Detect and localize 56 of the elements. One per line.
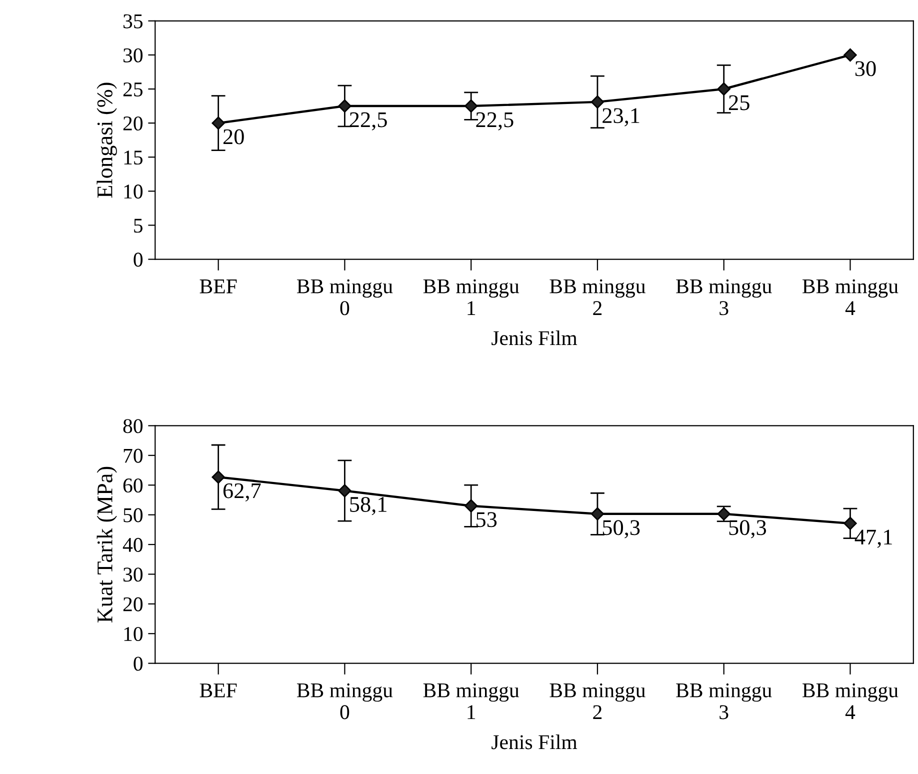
x-axis-title: Jenis Film — [492, 734, 578, 750]
x-axis-title: Jenis Film — [492, 330, 578, 346]
y-tick-label: 15 — [124, 150, 143, 165]
y-tick-label: 0 — [134, 656, 143, 671]
y-tick-label: 10 — [124, 184, 143, 199]
point — [338, 99, 352, 113]
y-tick-label: 0 — [134, 252, 143, 267]
x-tick-label: BB minggu 0 — [296, 683, 393, 720]
y-tick-label: 40 — [122, 538, 143, 552]
point — [844, 516, 857, 530]
point — [464, 499, 478, 512]
data-label: 50,3 — [729, 520, 766, 538]
x-tick-label: BB minggu 4 — [802, 683, 898, 720]
x-tick-label: BB minggu 0 — [296, 279, 393, 316]
x-tick-label: BB minggu 3 — [676, 683, 772, 720]
data-label: 22,5 — [476, 112, 514, 130]
y-axis-title: Elongasi (%) — [96, 82, 117, 198]
data-label: 58,1 — [350, 496, 386, 516]
x-tick-label: BEF — [200, 684, 237, 698]
data-label: 22,5 — [350, 112, 387, 130]
x-tick-label: BB minggu 2 — [550, 279, 646, 315]
data-label: 20 — [223, 129, 244, 144]
data-label: 25 — [728, 95, 750, 110]
y-tick-label: 60 — [123, 478, 143, 493]
y-axis-title: Kuat Tarik (MPa) — [96, 466, 117, 623]
point — [212, 470, 225, 484]
point — [212, 116, 225, 130]
x-tick-label: BEF — [200, 280, 237, 294]
y-tick-label: 20 — [123, 116, 143, 130]
data-label: 62,7 — [223, 483, 261, 502]
data-label: 23,1 — [602, 108, 640, 126]
y-tick-label: 80 — [123, 419, 143, 434]
data-label: 30 — [855, 61, 876, 76]
point — [717, 82, 730, 96]
point — [590, 507, 604, 521]
x-tick-label: BB minggu 4 — [802, 279, 898, 315]
y-tick-label: 30 — [124, 568, 143, 582]
x-tick-label: BB minggu 2 — [550, 683, 646, 720]
point — [338, 484, 352, 498]
y-tick-label: 70 — [124, 448, 143, 463]
y-tick-label: 20 — [123, 597, 143, 612]
data-label: 53 — [476, 512, 497, 528]
x-tick-label: BB minggu 1 — [423, 683, 520, 720]
point — [464, 99, 478, 113]
data-label: 47,1 — [854, 530, 892, 548]
y-tick-label: 30 — [124, 48, 143, 62]
y-tick-label: 5 — [134, 218, 143, 233]
point — [590, 95, 604, 109]
y-tick-label: 50 — [124, 508, 143, 522]
y-tick-label: 35 — [124, 14, 143, 28]
x-tick-label: BB minggu 3 — [676, 279, 772, 316]
point — [844, 48, 857, 62]
y-tick-label: 25 — [123, 82, 143, 96]
data-label: 50,3 — [602, 520, 640, 538]
y-tick-label: 10 — [124, 626, 143, 642]
x-tick-label: BB minggu 1 — [423, 279, 520, 315]
